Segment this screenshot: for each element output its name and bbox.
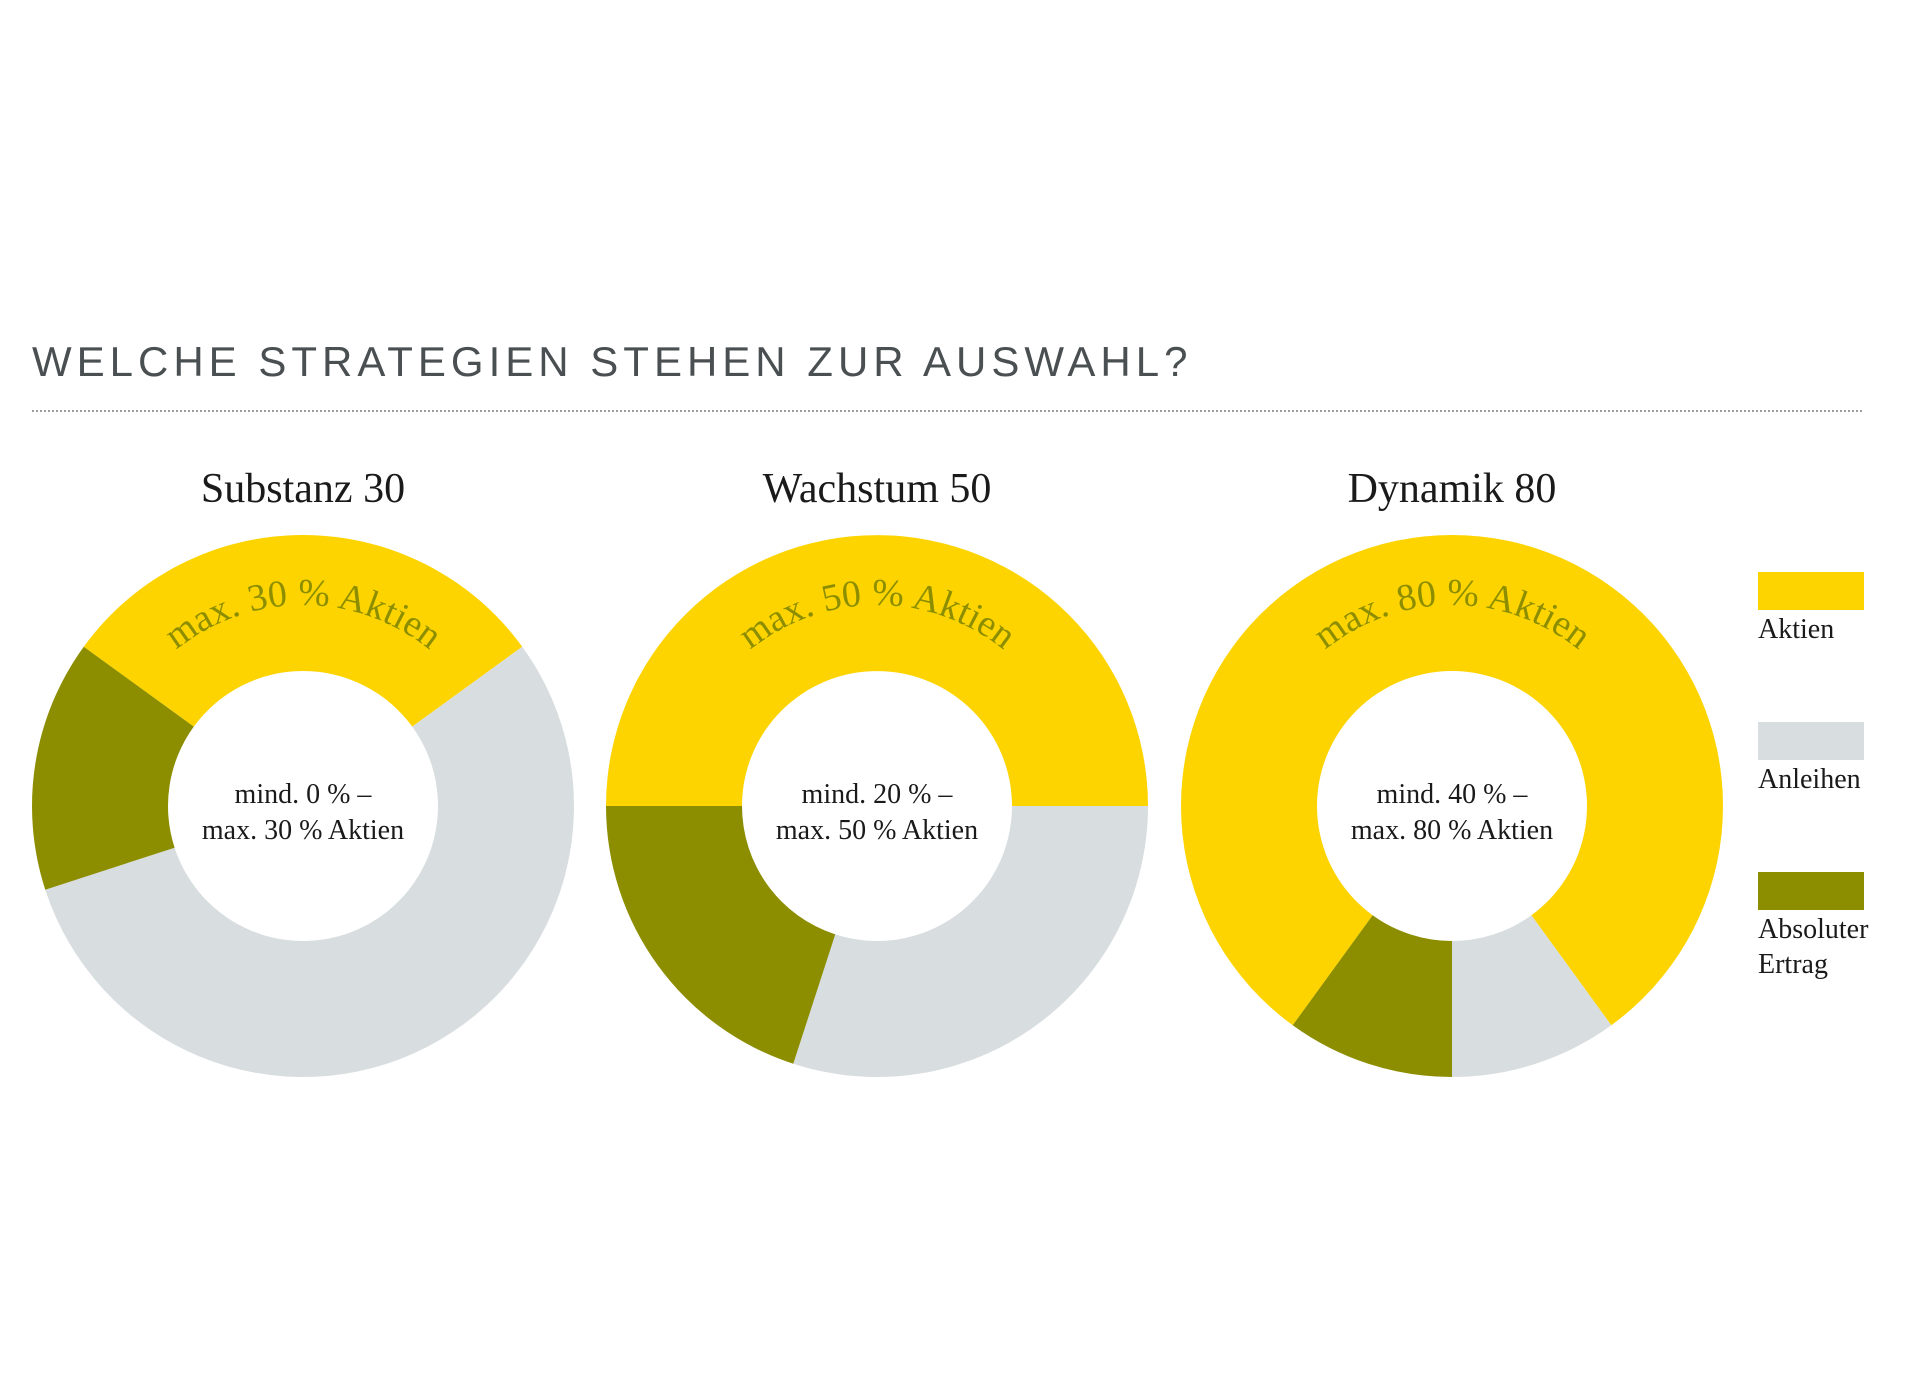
center-text-line: max. 50 % Aktien xyxy=(776,815,978,846)
center-text-line: mind. 40 % – xyxy=(1377,779,1529,810)
slice-absoluter-ertrag xyxy=(606,806,836,1064)
legend-item-anleihen: Anleihen xyxy=(1758,722,1928,872)
slice-anleihen xyxy=(1452,915,1612,1077)
page-title: WELCHE STRATEGIEN STEHEN ZUR AUSWAHL? xyxy=(32,338,1193,385)
legend-swatch-absoluter-ertrag xyxy=(1758,872,1864,910)
slice-absoluter-ertrag xyxy=(1292,915,1452,1077)
center-text-line: max. 30 % Aktien xyxy=(202,815,404,846)
title-divider xyxy=(32,410,1862,412)
chart-title: Dynamik 80 xyxy=(1348,466,1557,512)
chart-title: Substanz 30 xyxy=(201,466,405,512)
slice-aktien xyxy=(606,535,1148,806)
slice-anleihen xyxy=(45,646,574,1078)
slice-aktien xyxy=(1181,534,1723,1026)
chart-title: Wachstum 50 xyxy=(763,466,992,512)
legend-label-anleihen: Anleihen xyxy=(1758,764,1861,795)
legend-swatch-aktien xyxy=(1758,572,1864,610)
legend-item-absoluter-ertrag: Absoluter Ertrag xyxy=(1758,872,1928,1022)
legend-swatch-anleihen xyxy=(1758,722,1864,760)
legend-item-aktien: Aktien xyxy=(1758,572,1928,722)
slice-absoluter-ertrag xyxy=(31,646,194,890)
center-text-line: max. 80 % Aktien xyxy=(1351,815,1553,846)
slice-anleihen xyxy=(793,806,1149,1078)
center-text-line: mind. 0 % – xyxy=(235,779,373,810)
legend-label-absoluter-ertrag: Absoluter Ertrag xyxy=(1758,914,1869,980)
center-text-line: mind. 20 % – xyxy=(802,779,954,810)
legend: Aktien Anleihen Absoluter Ertrag xyxy=(1758,572,1928,1022)
legend-label-aktien: Aktien xyxy=(1758,614,1835,645)
slice-aktien xyxy=(83,535,523,727)
